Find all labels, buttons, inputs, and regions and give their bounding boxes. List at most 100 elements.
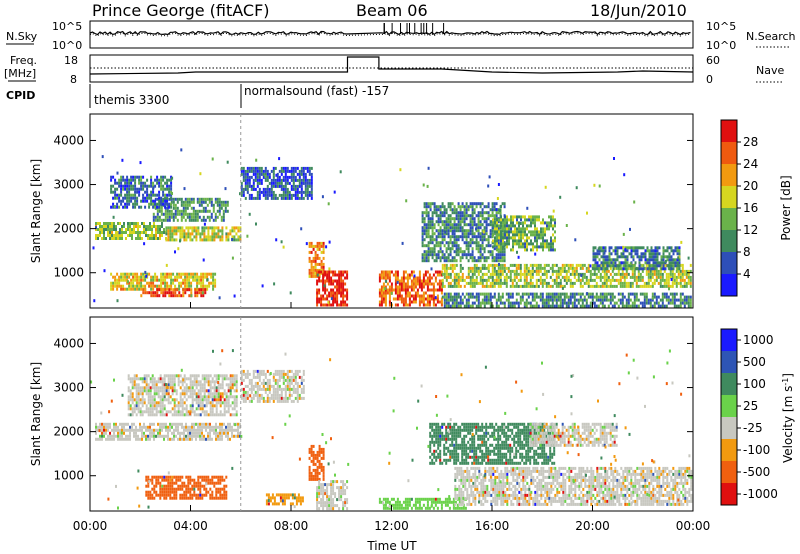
power-cell	[140, 181, 143, 185]
power-cell	[573, 295, 576, 299]
power-cell	[607, 298, 610, 302]
power-cell	[288, 193, 291, 197]
power-cell	[475, 227, 477, 231]
power-cell	[427, 232, 430, 236]
power-cell	[540, 236, 542, 240]
power-cell	[555, 292, 558, 296]
power-cell	[258, 169, 261, 173]
power-cell	[520, 233, 522, 237]
power-cell	[175, 238, 178, 242]
power-cell	[322, 282, 325, 286]
power-cell	[437, 217, 440, 221]
power-cell	[639, 263, 642, 267]
power-cell	[186, 278, 189, 282]
power-cell	[632, 255, 635, 259]
power-cell	[516, 227, 518, 231]
power-cell	[463, 304, 466, 308]
power-cell	[455, 281, 458, 285]
power-cell	[637, 275, 640, 279]
power-cell	[187, 229, 190, 233]
power-cell	[471, 232, 474, 236]
power-cell	[162, 184, 165, 188]
power-cell	[608, 264, 611, 268]
power-cell	[205, 226, 208, 230]
power-cell	[158, 199, 161, 203]
power-cell	[164, 275, 167, 279]
power-cell	[469, 304, 472, 308]
power-cell	[400, 276, 403, 280]
velocity-cell	[145, 389, 148, 393]
power-cell	[97, 228, 99, 231]
power-cell	[596, 264, 599, 268]
velocity-cell	[173, 398, 176, 402]
power-cell	[531, 284, 534, 288]
power-cell	[122, 199, 125, 203]
velocity-cell	[157, 380, 160, 384]
power-cell	[140, 281, 143, 285]
power-cell	[132, 184, 135, 188]
power-cell	[439, 232, 442, 236]
power-cell	[522, 242, 524, 246]
velocity-cell	[183, 389, 186, 393]
power-cell	[184, 203, 187, 207]
velocity-cell	[109, 437, 111, 441]
power-cell	[166, 215, 169, 219]
power-cell	[471, 202, 474, 206]
power-cell	[630, 246, 633, 250]
power-cell	[495, 263, 498, 267]
power-cell	[431, 253, 434, 257]
power-cell	[469, 281, 472, 285]
power-cell	[142, 196, 145, 200]
power-cell	[565, 278, 568, 282]
power-cell	[97, 234, 99, 237]
power-cell	[220, 215, 223, 219]
power-cell	[453, 292, 456, 296]
power-cell	[594, 252, 597, 256]
power-cell	[535, 272, 538, 276]
velocity-cell	[189, 437, 191, 441]
velocity-cell	[183, 386, 186, 390]
power-cell	[631, 292, 634, 296]
power-cell	[565, 301, 568, 305]
power-cell	[473, 256, 476, 260]
power-cell	[431, 211, 434, 215]
velocity-cell	[127, 401, 130, 405]
power-cell	[542, 242, 544, 246]
power-cell	[457, 223, 460, 227]
power-cell	[425, 256, 428, 260]
power-cell	[494, 230, 496, 234]
power-cell	[487, 211, 490, 215]
power-cell	[455, 301, 458, 305]
power-cell	[240, 166, 243, 170]
power-cell	[196, 281, 199, 285]
power-cell	[180, 212, 183, 216]
power-cell	[191, 226, 194, 230]
power-cell	[134, 284, 137, 288]
velocity-cell	[163, 437, 165, 441]
power-cell	[314, 253, 317, 257]
power-cell	[535, 269, 538, 273]
power-cell	[410, 270, 413, 274]
power-cell	[465, 247, 468, 251]
velocity-cell	[123, 431, 125, 435]
power-cell	[112, 190, 115, 194]
power-cell	[485, 281, 488, 285]
power-cell	[122, 178, 125, 182]
velocity-cell	[189, 431, 191, 435]
power-cell	[221, 235, 224, 239]
power-cell	[170, 193, 173, 197]
power-cell	[296, 166, 299, 170]
power-cell	[601, 304, 604, 308]
power-cell	[158, 288, 161, 292]
power-cell	[298, 196, 301, 200]
power-cell	[451, 256, 454, 260]
velocity-cell	[171, 392, 174, 396]
power-cell	[489, 284, 492, 288]
velocity-cell	[151, 398, 154, 402]
power-cell	[165, 232, 168, 236]
power-cell	[425, 205, 428, 209]
power-cell	[148, 196, 151, 200]
power-cell	[382, 297, 385, 301]
power-cell	[447, 304, 450, 308]
power-cell	[663, 278, 666, 282]
